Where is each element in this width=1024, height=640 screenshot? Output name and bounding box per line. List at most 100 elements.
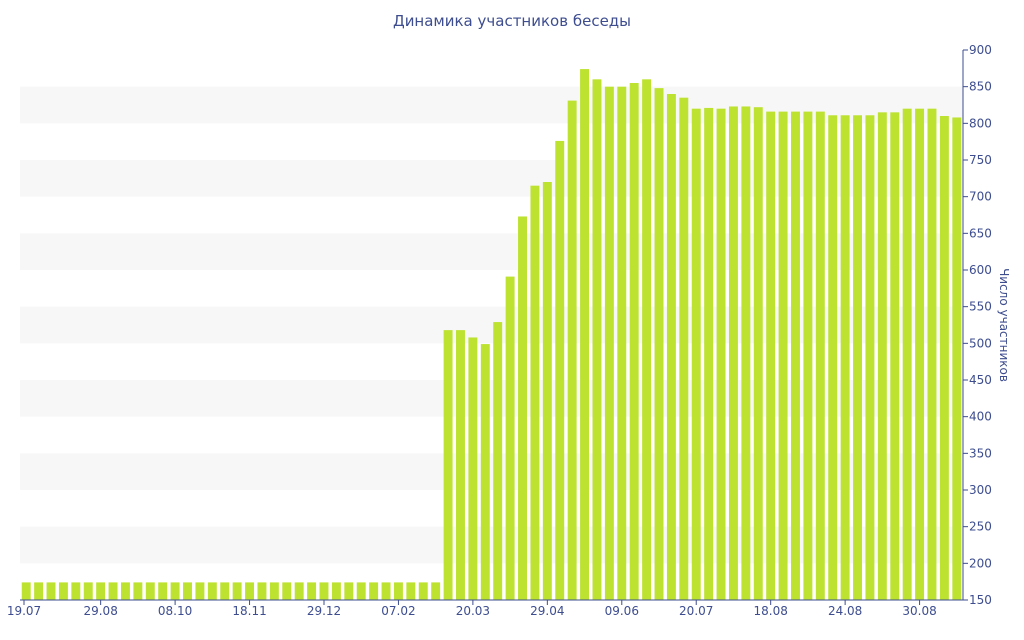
x-tick-label: 08.10 <box>158 604 192 618</box>
y-tick-label: 200 <box>969 556 992 570</box>
bar <box>356 582 366 600</box>
bar <box>939 116 949 600</box>
bar <box>853 115 862 601</box>
y-tick-label: 500 <box>969 336 992 350</box>
y-tick-label: 550 <box>969 300 992 314</box>
x-tick-label: 20.03 <box>456 604 490 618</box>
bar <box>567 100 577 600</box>
bar <box>269 582 279 600</box>
bar <box>145 582 155 600</box>
bar <box>319 582 329 600</box>
bar <box>294 582 304 600</box>
bar <box>604 86 614 601</box>
y-tick-label: 250 <box>969 520 992 534</box>
bar <box>654 88 664 600</box>
bar <box>803 111 813 600</box>
bar <box>369 582 379 600</box>
y-tick-label: 350 <box>969 446 992 460</box>
bar <box>679 97 689 601</box>
y-tick-label: 800 <box>969 116 992 130</box>
bar <box>791 111 800 600</box>
y-tick-label: 300 <box>969 483 992 497</box>
y-axis: 150 200 250 300 350 400 450 500 550 600 650 700 750 8… <box>962 43 992 607</box>
chart-title: Динамика участников беседы <box>392 12 632 30</box>
y-tick-label: 400 <box>969 410 992 424</box>
bar <box>815 111 825 600</box>
bar <box>220 582 230 600</box>
bar <box>704 107 714 601</box>
bar <box>257 582 267 600</box>
bar <box>108 582 118 600</box>
bar <box>34 582 44 600</box>
x-tick-label: 30.08 <box>902 604 936 618</box>
bar <box>741 106 751 600</box>
bar <box>418 582 428 600</box>
bar <box>902 108 912 601</box>
bar <box>728 106 738 600</box>
bar <box>406 582 416 600</box>
bar <box>307 582 317 600</box>
bar <box>629 83 639 600</box>
bar <box>642 79 652 600</box>
bar <box>493 322 503 600</box>
bar <box>480 344 490 600</box>
bar <box>431 582 441 600</box>
bar <box>766 111 776 600</box>
bar <box>195 582 205 600</box>
x-tick-label: 20.07 <box>679 604 713 618</box>
bar <box>828 115 838 601</box>
y-tick-label: 650 <box>969 226 992 240</box>
bar <box>232 582 242 600</box>
bar <box>518 216 527 600</box>
bar <box>282 582 292 600</box>
bar <box>121 582 130 600</box>
x-tick-label: 07.02 <box>381 604 415 618</box>
bar <box>46 582 56 600</box>
x-tick-label: 18.11 <box>232 604 266 618</box>
bar <box>753 107 763 600</box>
bar <box>890 112 900 600</box>
y-tick-label: 600 <box>969 263 992 277</box>
bar <box>915 108 925 601</box>
bar <box>617 86 627 601</box>
bar <box>542 182 552 600</box>
bar <box>865 115 875 601</box>
bar <box>170 582 180 600</box>
x-tick-label: 09.06 <box>605 604 639 618</box>
bar <box>183 582 192 600</box>
y-tick-label: 450 <box>969 373 992 387</box>
bar <box>71 582 81 600</box>
bar <box>840 115 850 601</box>
x-tick-label: 18.08 <box>753 604 787 618</box>
x-tick-label: 29.08 <box>83 604 117 618</box>
bar <box>666 94 676 600</box>
y-tick-label: 150 <box>969 593 992 607</box>
y-tick-label: 850 <box>969 80 992 94</box>
bar <box>344 582 354 600</box>
bar <box>468 337 478 600</box>
bar <box>555 140 565 600</box>
y-tick-label: 700 <box>969 190 992 204</box>
x-tick-label: 24.08 <box>828 604 862 618</box>
bar <box>530 185 540 601</box>
bar <box>952 117 962 600</box>
bar <box>21 582 31 600</box>
bar <box>592 79 602 600</box>
y-tick-label: 750 <box>969 153 992 167</box>
bar <box>58 582 68 600</box>
bar <box>927 108 937 601</box>
bar <box>877 112 887 600</box>
bar <box>505 276 515 600</box>
bar <box>580 69 590 600</box>
bar <box>778 111 788 600</box>
bar <box>716 108 726 601</box>
bar <box>207 582 217 600</box>
x-tick-label: 19.07 <box>7 604 41 618</box>
bar <box>158 582 168 600</box>
y-tick-label: 900 <box>969 43 992 57</box>
bar <box>381 582 391 600</box>
bar <box>393 582 403 600</box>
bar <box>456 330 465 600</box>
bars <box>21 69 962 601</box>
x-tick-label: 29.12 <box>307 604 341 618</box>
